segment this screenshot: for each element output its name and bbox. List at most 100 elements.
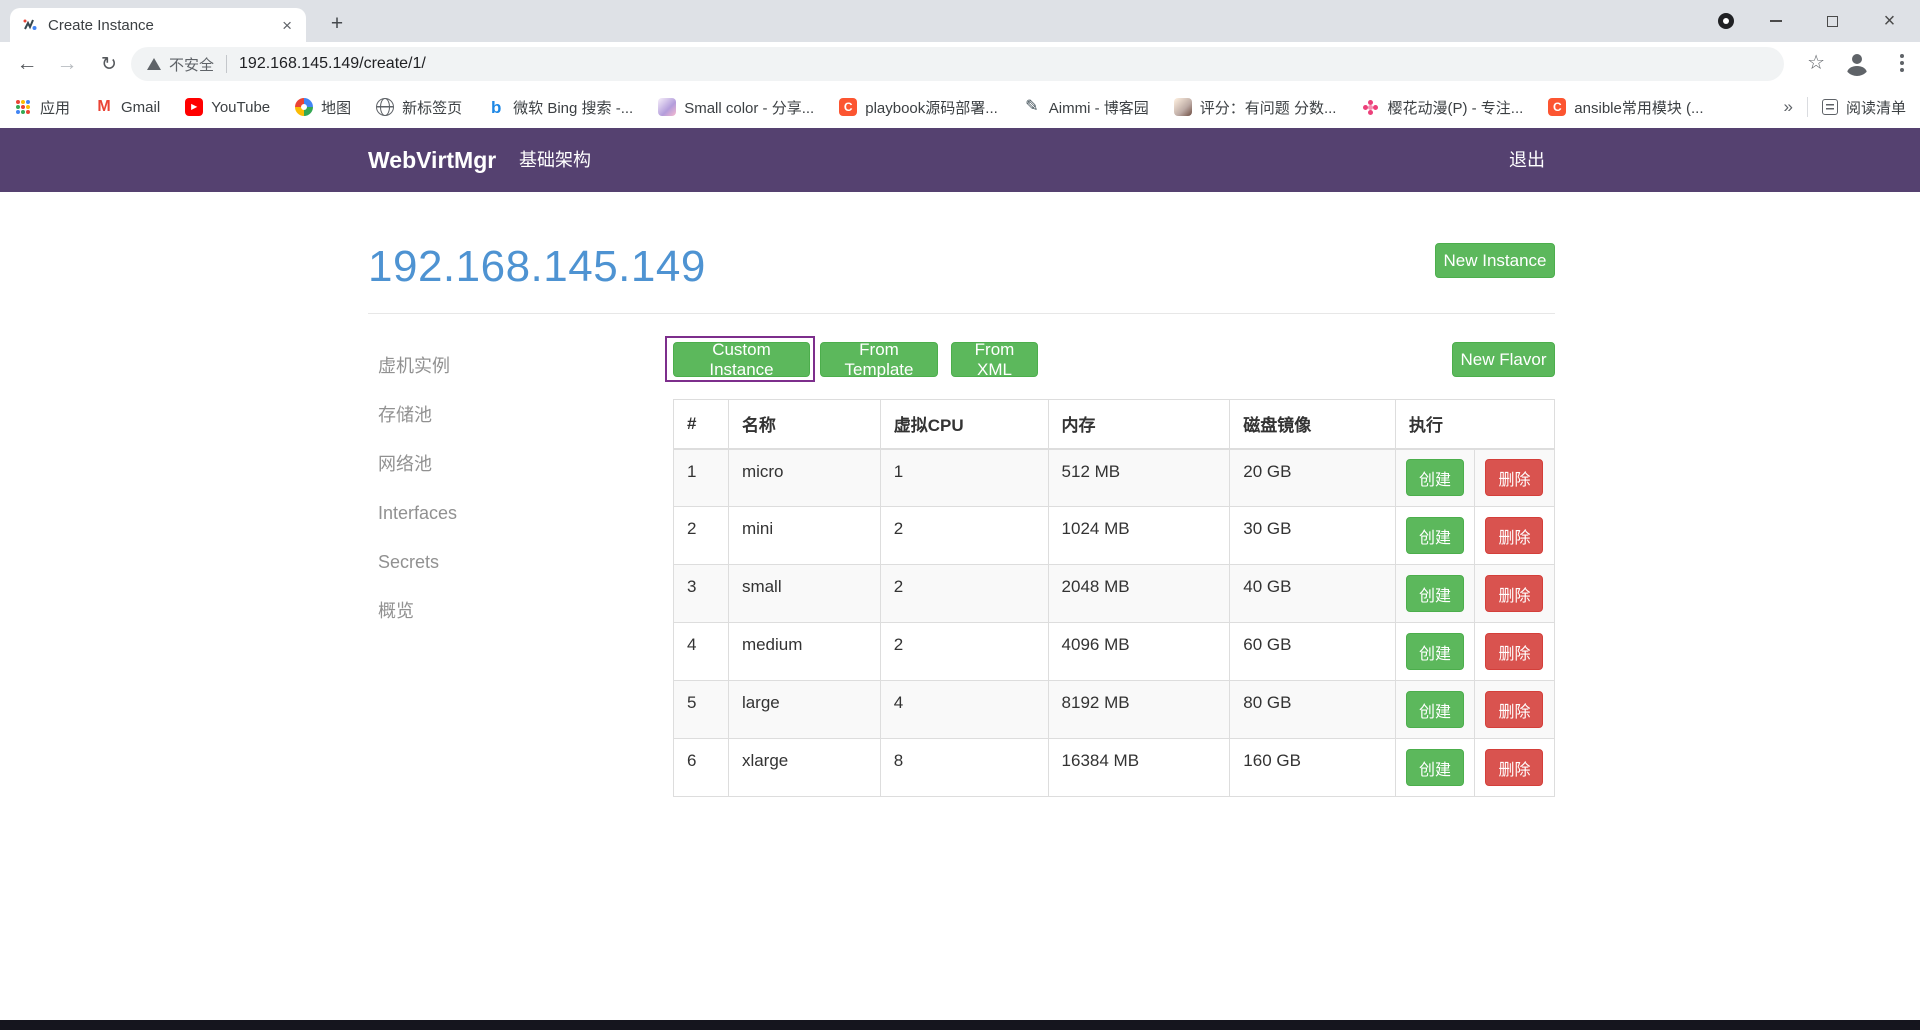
delete-button[interactable]: 删除	[1485, 749, 1544, 786]
delete-button[interactable]: 删除	[1485, 459, 1544, 497]
delete-button[interactable]: 删除	[1485, 575, 1544, 612]
browser-badge-icon[interactable]	[1718, 13, 1734, 29]
bookmark-item[interactable]: C ansible常用模块 (...	[1548, 97, 1704, 118]
cell-memory: 512 MB	[1047, 448, 1231, 507]
reading-list-icon	[1821, 99, 1838, 115]
new-instance-button[interactable]: New Instance	[1435, 243, 1555, 278]
bookmark-item[interactable]: 樱花动漫(P) - 专注...	[1361, 97, 1523, 118]
bookmark-label: ansible常用模块 (...	[1574, 99, 1704, 117]
bookmark-item[interactable]: 应用	[14, 97, 70, 118]
not-secure-warning-icon[interactable]	[147, 58, 161, 70]
bookmark-item[interactable]: Small color - 分享...	[658, 97, 814, 118]
bookmark-star-icon[interactable]: ☆	[1807, 52, 1825, 74]
create-button[interactable]: 创建	[1406, 749, 1464, 786]
close-icon: ×	[1883, 10, 1896, 32]
bookmark-item[interactable]: C playbook源码部署...	[839, 97, 998, 118]
bookmark-item[interactable]: ▶ YouTube	[185, 98, 270, 116]
not-secure-label[interactable]: 不安全	[169, 56, 215, 74]
cell-disk: 30 GB	[1229, 506, 1397, 565]
bookmark-item[interactable]: b 微软 Bing 搜索 -...	[487, 97, 633, 118]
bookmark-item[interactable]: M Gmail	[95, 98, 160, 116]
brand-webvirtmgr[interactable]: WebVirtMgr	[368, 147, 497, 173]
favicon	[22, 17, 38, 33]
tab-close-icon[interactable]: ×	[282, 15, 292, 35]
nav-item-infrastructure[interactable]: 基础架构	[519, 150, 591, 170]
bookmark-label: 地图	[321, 99, 352, 117]
delete-button[interactable]: 删除	[1485, 633, 1544, 670]
cell-num: 4	[673, 622, 729, 681]
browser-toolbar: ← → ↻ 不安全 192.168.145.149/create/1/ ☆	[0, 42, 1920, 86]
back-button[interactable]: ←	[16, 52, 38, 75]
bookmarks-list: 应用 M Gmail ▶ YouTube 地图 新标签页 b 微软 Bing 搜…	[14, 97, 1704, 118]
minimize-icon	[1769, 20, 1782, 22]
cell-memory: 8192 MB	[1047, 680, 1231, 739]
from-xml-button[interactable]: From XML	[951, 340, 1038, 379]
browser-tab[interactable]: Create Instance ×	[10, 8, 306, 42]
create-button[interactable]: 创建	[1406, 459, 1464, 497]
delete-button[interactable]: 删除	[1485, 691, 1544, 728]
sidebar-item[interactable]: 概览	[378, 601, 414, 621]
cell-name: mini	[727, 506, 881, 565]
nav-logout-link[interactable]: 退出	[1509, 150, 1545, 170]
create-button[interactable]: 创建	[1406, 633, 1464, 670]
col-header-disk: 磁盘镜像	[1229, 399, 1397, 450]
new-tab-button[interactable]: +	[330, 12, 344, 35]
maximize-icon	[1827, 15, 1838, 27]
bookmark-item[interactable]: ✎ Aimmi - 博客园	[1023, 97, 1149, 118]
page-title: 192.168.145.149	[368, 242, 706, 291]
avatar-tan-icon	[1173, 98, 1192, 116]
window-maximize-button[interactable]	[1804, 0, 1861, 42]
cell-name: xlarge	[727, 738, 881, 797]
gmail-icon: M	[97, 98, 111, 115]
delete-button[interactable]: 删除	[1485, 517, 1544, 554]
cell-vcpu: 2	[879, 506, 1049, 565]
custom-instance-button[interactable]: Custom Instance	[673, 340, 810, 379]
cell-memory: 2048 MB	[1047, 564, 1231, 623]
sidebar-item[interactable]: Interfaces	[378, 503, 458, 523]
table-header-row: # 名称 虚拟CPU 内存 磁盘镜像 执行	[673, 399, 1555, 450]
bookmark-item[interactable]: 新标签页	[376, 97, 462, 118]
from-template-button[interactable]: From Template	[820, 340, 938, 379]
window-close-button[interactable]: ×	[1861, 0, 1918, 42]
bookmark-label: 新标签页	[402, 99, 463, 117]
url-divider	[226, 55, 228, 73]
sidebar-item[interactable]: Secrets	[378, 552, 440, 572]
col-header-actions: 执行	[1395, 399, 1555, 450]
profile-avatar[interactable]	[1844, 50, 1870, 76]
bookmark-item[interactable]: 评分：有问题 分数...	[1173, 97, 1336, 118]
sidebar-item[interactable]: 存储池	[378, 405, 432, 425]
sidebar-item[interactable]: 虚机实例	[378, 356, 450, 376]
browser-tab-strip: Create Instance × + ×	[0, 0, 1920, 42]
table-row: 6 xlarge 8 16384 MB 160 GB 创建 删除	[673, 738, 1556, 797]
window-minimize-button[interactable]	[1747, 0, 1804, 42]
create-button[interactable]: 创建	[1406, 575, 1464, 612]
sidebar-item[interactable]: 网络池	[378, 454, 432, 474]
forward-button[interactable]: →	[56, 52, 78, 75]
browser-menu-icon[interactable]	[1900, 54, 1904, 58]
flower-icon	[1361, 98, 1379, 116]
cell-disk: 60 GB	[1229, 622, 1397, 681]
create-button[interactable]: 创建	[1406, 517, 1464, 554]
cell-vcpu: 1	[879, 448, 1049, 507]
cell-memory: 1024 MB	[1047, 506, 1231, 565]
cell-vcpu: 2	[879, 622, 1049, 681]
col-header-num: #	[673, 399, 729, 450]
flavors-table-body: 1 micro 1 512 MB 20 GB 创建 删除 2 mini 2 10…	[673, 448, 1556, 797]
reading-list-button[interactable]: 阅读清单	[1821, 97, 1906, 118]
avatar-pink-icon	[658, 98, 677, 116]
new-flavor-button[interactable]: New Flavor	[1452, 342, 1555, 377]
url-text[interactable]: 192.168.145.149/create/1/	[239, 55, 426, 72]
reload-button[interactable]: ↻	[101, 53, 117, 75]
table-row: 3 small 2 2048 MB 40 GB 创建 删除	[673, 564, 1556, 623]
cell-num: 2	[673, 506, 729, 565]
heading-divider	[368, 313, 1555, 314]
youtube-icon: ▶	[185, 98, 204, 116]
create-button[interactable]: 创建	[1406, 691, 1464, 728]
address-bar[interactable]: 不安全 192.168.145.149/create/1/	[131, 47, 1784, 81]
pen-icon: ✎	[1025, 98, 1039, 115]
page-footer	[0, 1020, 1920, 1030]
cell-name: small	[727, 564, 881, 623]
bookmarks-overflow-chevron[interactable]: »	[1783, 97, 1793, 116]
cell-name: micro	[727, 448, 881, 507]
bookmark-item[interactable]: 地图	[295, 97, 351, 118]
